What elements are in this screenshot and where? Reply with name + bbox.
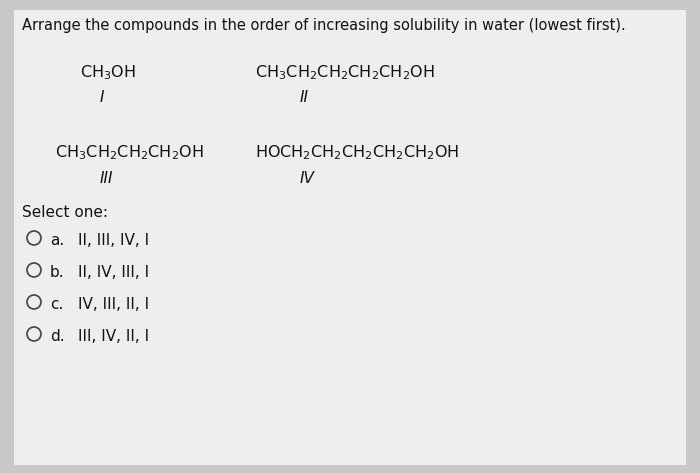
Text: d.: d. bbox=[50, 329, 64, 344]
Text: IV: IV bbox=[300, 171, 315, 186]
Text: CH$_3$CH$_2$CH$_2$CH$_2$OH: CH$_3$CH$_2$CH$_2$CH$_2$OH bbox=[55, 143, 204, 162]
Text: c.: c. bbox=[50, 297, 64, 312]
Text: Select one:: Select one: bbox=[22, 205, 108, 220]
FancyBboxPatch shape bbox=[14, 10, 686, 465]
Text: II, III, IV, I: II, III, IV, I bbox=[78, 233, 149, 248]
Text: Arrange the compounds in the order of increasing solubility in water (lowest fir: Arrange the compounds in the order of in… bbox=[22, 18, 626, 33]
Text: HOCH$_2$CH$_2$CH$_2$CH$_2$CH$_2$OH: HOCH$_2$CH$_2$CH$_2$CH$_2$CH$_2$OH bbox=[255, 143, 459, 162]
Text: I: I bbox=[100, 90, 104, 105]
Text: CH$_3$CH$_2$CH$_2$CH$_2$CH$_2$OH: CH$_3$CH$_2$CH$_2$CH$_2$CH$_2$OH bbox=[255, 63, 435, 82]
Text: II, IV, III, I: II, IV, III, I bbox=[78, 265, 149, 280]
Text: CH$_3$OH: CH$_3$OH bbox=[80, 63, 136, 82]
Text: III, IV, II, I: III, IV, II, I bbox=[78, 329, 149, 344]
Text: b.: b. bbox=[50, 265, 64, 280]
Text: a.: a. bbox=[50, 233, 64, 248]
Text: IV, III, II, I: IV, III, II, I bbox=[78, 297, 149, 312]
Text: III: III bbox=[100, 171, 113, 186]
Text: II: II bbox=[300, 90, 309, 105]
